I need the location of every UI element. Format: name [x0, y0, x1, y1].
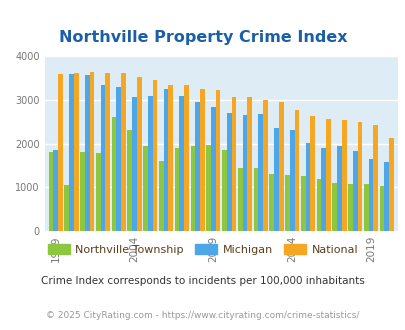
Bar	[379, 185, 384, 231]
Bar	[100, 84, 105, 231]
Bar	[168, 84, 173, 231]
Text: Northville Property Crime Index: Northville Property Crime Index	[59, 30, 346, 46]
Bar	[211, 107, 215, 231]
Bar	[273, 128, 278, 231]
Bar	[300, 176, 305, 231]
Bar	[347, 184, 352, 231]
Bar	[152, 80, 157, 231]
Bar	[174, 148, 179, 231]
Bar	[132, 97, 136, 231]
Bar	[85, 75, 90, 231]
Bar	[222, 150, 226, 231]
Bar	[325, 118, 330, 231]
Text: Crime Index corresponds to incidents per 100,000 inhabitants: Crime Index corresponds to incidents per…	[41, 276, 364, 285]
Bar	[363, 184, 368, 231]
Bar	[309, 116, 314, 231]
Bar	[352, 151, 357, 231]
Bar	[226, 113, 231, 231]
Bar	[269, 174, 273, 231]
Bar	[332, 183, 336, 231]
Bar	[215, 90, 220, 231]
Bar	[294, 110, 298, 231]
Bar	[121, 73, 126, 231]
Bar	[388, 138, 393, 231]
Bar	[184, 85, 188, 231]
Bar	[190, 146, 195, 231]
Bar	[231, 97, 236, 231]
Bar	[373, 125, 377, 231]
Bar	[258, 114, 262, 231]
Bar	[206, 145, 211, 231]
Bar	[159, 161, 163, 231]
Bar	[253, 168, 258, 231]
Bar	[336, 146, 341, 231]
Bar	[284, 176, 289, 231]
Bar	[96, 153, 100, 231]
Bar	[147, 96, 152, 231]
Bar	[90, 72, 94, 231]
Bar	[316, 179, 321, 231]
Bar	[247, 97, 252, 231]
Bar	[127, 130, 132, 231]
Bar	[237, 168, 242, 231]
Bar	[111, 117, 116, 231]
Bar	[69, 75, 74, 231]
Bar	[242, 115, 247, 231]
Legend: Northville Township, Michigan, National: Northville Township, Michigan, National	[47, 244, 358, 255]
Bar	[368, 159, 373, 231]
Bar	[49, 152, 53, 231]
Bar	[278, 102, 283, 231]
Bar	[179, 96, 184, 231]
Bar	[74, 73, 79, 231]
Bar	[262, 100, 267, 231]
Bar	[305, 143, 309, 231]
Bar	[289, 130, 294, 231]
Bar	[105, 73, 110, 231]
Bar	[195, 102, 200, 231]
Bar	[64, 185, 69, 231]
Text: © 2025 CityRating.com - https://www.cityrating.com/crime-statistics/: © 2025 CityRating.com - https://www.city…	[46, 311, 359, 320]
Bar	[143, 146, 147, 231]
Bar	[384, 162, 388, 231]
Bar	[163, 89, 168, 231]
Bar	[357, 122, 362, 231]
Bar	[53, 150, 58, 231]
Bar	[136, 77, 141, 231]
Bar	[200, 89, 204, 231]
Bar	[321, 148, 325, 231]
Bar	[58, 74, 63, 231]
Bar	[341, 119, 346, 231]
Bar	[116, 87, 121, 231]
Bar	[80, 152, 85, 231]
